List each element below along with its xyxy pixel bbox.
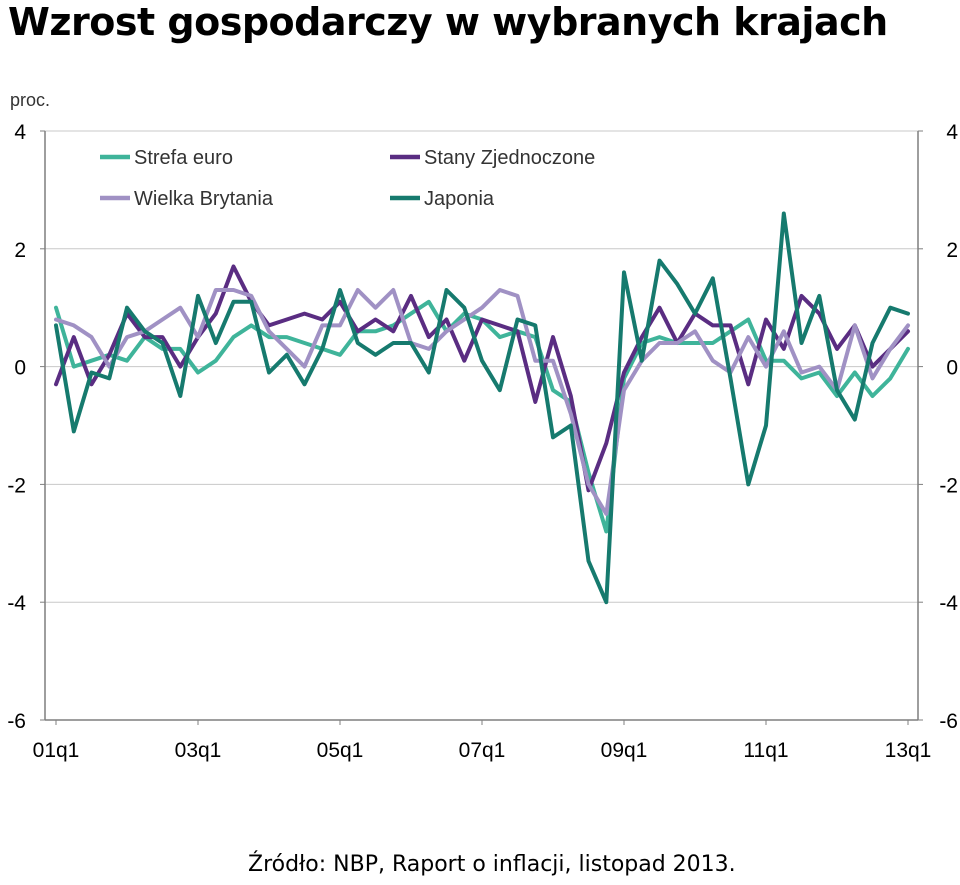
y-tick-label: 0 <box>14 357 26 380</box>
y-axis-label: proc. <box>10 90 50 110</box>
y-tick-label: 2 <box>14 239 26 262</box>
y-tick-label: -6 <box>7 710 26 733</box>
x-tick-label: 11q1 <box>743 739 788 762</box>
source-note: Źródło: NBP, Raport o inflacji, listopad… <box>248 852 736 877</box>
x-tick-label: 13q1 <box>885 739 932 762</box>
y-tick-label-right: -2 <box>939 474 958 497</box>
y-tick-label-right: 0 <box>946 357 958 380</box>
y-tick-label-right: -4 <box>939 592 958 615</box>
legend: Strefa euro Stany Zjednoczone Wielka Bryta… <box>100 147 595 210</box>
x-tick-label: 01q1 <box>33 739 80 762</box>
y-tick-label: -2 <box>7 474 26 497</box>
y-tick-label: 4 <box>14 121 26 144</box>
legend-label: Strefa euro <box>134 147 233 169</box>
x-tick-label: 09q1 <box>601 739 648 762</box>
series-line-japonia <box>54 211 910 605</box>
legend-label: Stany Zjednoczone <box>424 147 595 169</box>
axes <box>44 131 919 721</box>
page-title: Wzrost gospodarczy w wybranych krajach <box>8 0 888 44</box>
legend-label: Japonia <box>424 188 495 210</box>
x-tick-label: 03q1 <box>175 739 222 762</box>
x-ticks: 01q1 03q1 05q1 07q1 09q1 11q1 13q1 <box>33 720 932 762</box>
y-tick-label-right: -6 <box>939 710 958 733</box>
x-tick-label: 07q1 <box>459 739 506 762</box>
y-tick-label: -4 <box>7 592 26 615</box>
y-tick-label-right: 2 <box>946 239 958 262</box>
x-tick-label: 05q1 <box>317 739 364 762</box>
legend-label: Wielka Brytania <box>134 188 274 210</box>
series-lines <box>54 211 910 605</box>
y-tick-label-right: 4 <box>946 121 958 144</box>
series-line-wielka-brytania <box>54 288 910 516</box>
y-ticks: 4 4 2 2 0 0 -2 -2 -4 -4 -6 -6 <box>7 121 958 733</box>
